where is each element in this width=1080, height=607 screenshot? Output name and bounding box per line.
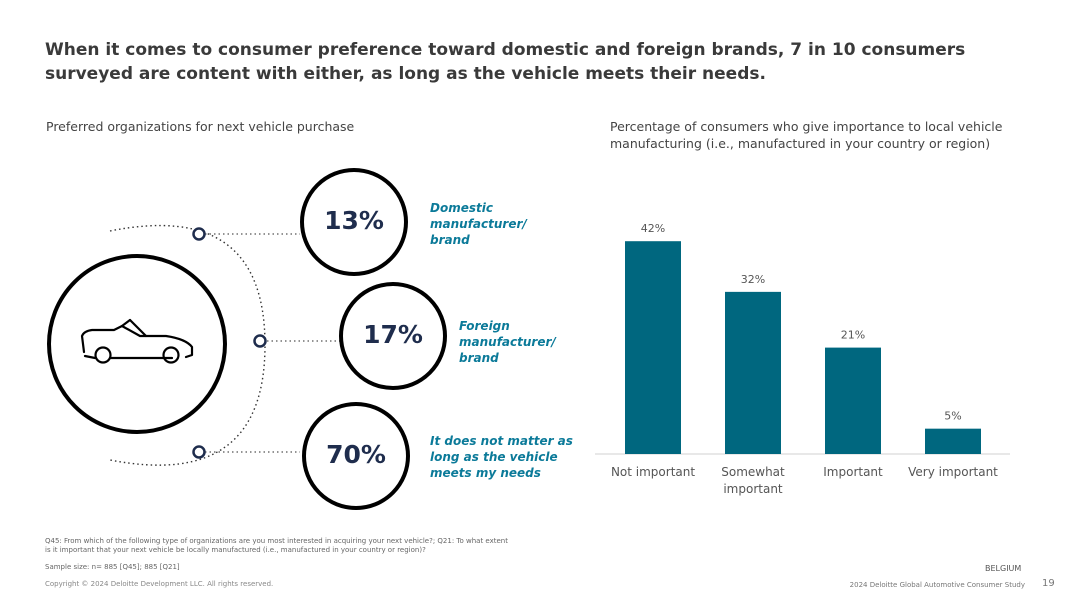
bar-very-important xyxy=(925,428,981,454)
option-label-line: meets my needs xyxy=(430,466,541,480)
page-number: 19 xyxy=(1042,578,1055,589)
connector-node-1 xyxy=(192,227,206,241)
option-label-line: brand xyxy=(430,233,470,247)
chart-subtitle: Percentage of consumers who give importa… xyxy=(610,119,1003,151)
sample-size-note: Sample size: n= 885 [Q45]; 885 [Q21] xyxy=(45,563,180,571)
percent-does-not-matter: 70% xyxy=(326,440,386,469)
option-label-line: manufacturer/ xyxy=(459,335,556,349)
outer-dotted-arc xyxy=(109,224,266,466)
car-circle xyxy=(47,254,227,434)
data-label-somewhat-important: 32% xyxy=(741,273,765,286)
option-label-domestic: Domestic manufacturer/ brand xyxy=(430,200,527,248)
option-label-line: brand xyxy=(459,351,499,365)
data-label-important: 21% xyxy=(841,329,865,342)
connector-node-3 xyxy=(192,445,206,459)
option-label-line: It does not matter as xyxy=(430,434,573,448)
option-label-line: Foreign xyxy=(459,319,510,333)
footnote-question-1: Q45: From which of the following type of… xyxy=(45,537,508,545)
x-tick-label-important: Important xyxy=(823,465,883,479)
footnote-question-2: is it important that your next vehicle b… xyxy=(45,546,426,554)
preference-diagram xyxy=(47,168,447,510)
bar-important xyxy=(825,347,881,454)
percent-circle-3 xyxy=(302,402,410,510)
country-label: BELGIUM xyxy=(985,564,1022,573)
option-label-line: long as the vehicle xyxy=(430,450,558,464)
percent-foreign: 17% xyxy=(363,320,423,349)
data-label-very-important: 5% xyxy=(944,410,961,423)
study-name: 2024 Deloitte Global Automotive Consumer… xyxy=(849,581,1025,589)
bar-chart: 42% Not important 32% Somewhat important 21% I… xyxy=(595,222,1010,496)
option-label-foreign: Foreign manufacturer/ brand xyxy=(459,318,556,366)
percent-circle-1 xyxy=(300,168,408,276)
percent-domestic: 13% xyxy=(324,206,384,235)
option-label-line: Domestic xyxy=(430,201,493,215)
data-label-not-important: 42% xyxy=(641,222,665,235)
copyright: Copyright © 2024 Deloitte Development LL… xyxy=(45,580,274,588)
connector-node-2 xyxy=(253,334,267,348)
x-tick-label-not-important: Not important xyxy=(611,465,695,479)
bar-somewhat-important xyxy=(725,291,781,454)
bar-not-important xyxy=(625,241,681,454)
x-tick-label-very-important: Very important xyxy=(908,465,998,479)
page-title: When it comes to consumer preference tow… xyxy=(45,40,966,84)
left-panel-subtitle: Preferred organizations for next vehicle… xyxy=(46,119,355,134)
percent-circle-2 xyxy=(339,282,447,390)
option-label-line: manufacturer/ xyxy=(430,217,527,231)
option-label-does-not-matter: It does not matter as long as the vehicl… xyxy=(430,433,573,481)
x-tick-label-somewhat-important: Somewhat important xyxy=(721,465,785,496)
car-convertible-icon xyxy=(80,318,194,364)
